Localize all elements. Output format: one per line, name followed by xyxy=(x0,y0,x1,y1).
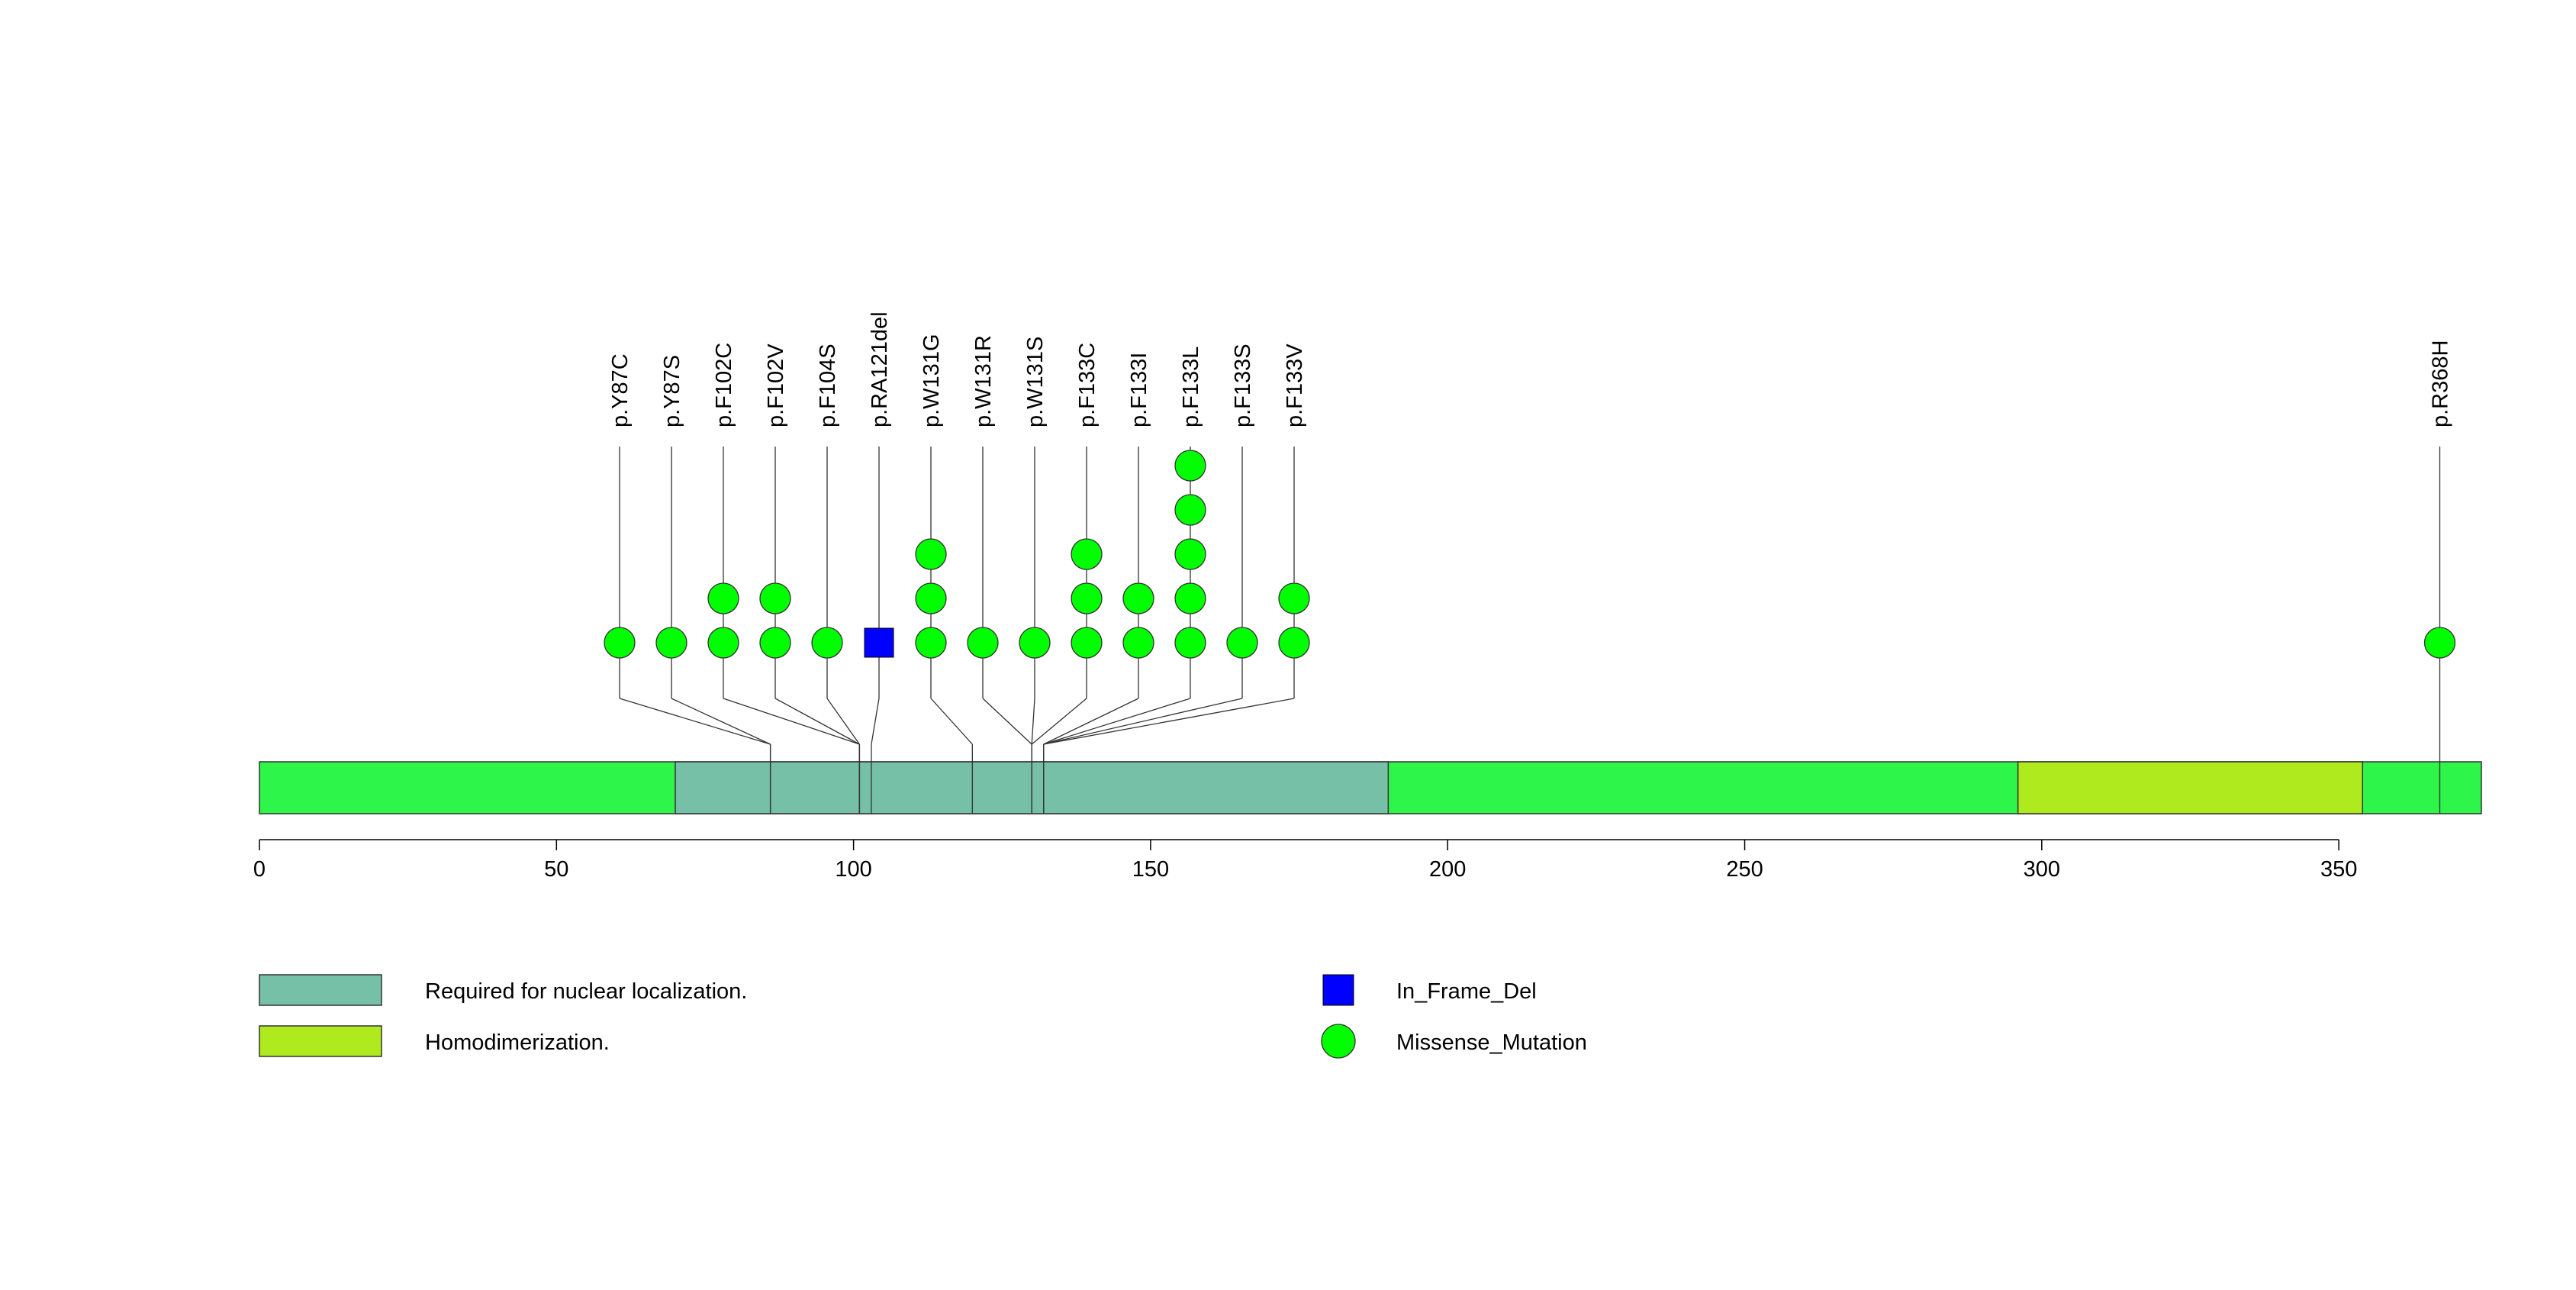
mutation-label: p.F102V xyxy=(764,343,788,427)
missense-marker xyxy=(604,627,636,659)
legend-domain-swatch xyxy=(259,1025,382,1057)
missense-marker xyxy=(1122,627,1154,659)
mutation-label: p.F133C xyxy=(1075,343,1100,427)
x-tick-label: 250 xyxy=(1726,857,1763,882)
legend-mutation-label: In_Frame_Del xyxy=(1396,979,1537,1004)
legend-domain-label: Homodimerization. xyxy=(425,1030,610,1055)
legend: Required for nuclear localization. Homodi… xyxy=(259,974,1587,1059)
missense-marker xyxy=(1226,627,1258,659)
x-axis: 0 50 100 150 200 250 300 350 xyxy=(253,839,2357,882)
mutation-connector xyxy=(774,698,860,745)
mutation-connector xyxy=(1043,698,1191,745)
mutation-label: p.W131R xyxy=(971,335,996,427)
mutation-connector xyxy=(619,698,771,745)
mutation-markers xyxy=(604,450,2456,659)
missense-marker xyxy=(759,582,791,614)
mutation-connector xyxy=(1031,698,1035,745)
in-frame-del-marker xyxy=(864,627,894,658)
missense-marker xyxy=(707,582,739,614)
missense-marker xyxy=(1174,627,1206,659)
mutation-label: p.R368H xyxy=(2428,340,2452,427)
x-tick-label: 300 xyxy=(2024,857,2060,882)
mutation-connector xyxy=(826,698,860,745)
mutation-label: p.F133L xyxy=(1179,347,1203,427)
x-tick-label: 350 xyxy=(2320,857,2357,882)
domain-1 xyxy=(2017,761,2364,814)
mutation-connector xyxy=(982,698,1032,745)
mutation-label: p.F133I xyxy=(1127,353,1151,427)
x-tick-label: 0 xyxy=(253,857,266,882)
missense-marker xyxy=(967,627,999,659)
missense-marker xyxy=(1019,627,1051,659)
mutation-connector xyxy=(930,698,973,745)
mutation-label: p.F133V xyxy=(1283,343,1307,427)
mutation-connector xyxy=(1043,698,1295,745)
missense-marker xyxy=(1278,582,1310,614)
legend-domain-label: Required for nuclear localization. xyxy=(425,979,747,1004)
mutation-label: p.F104S xyxy=(816,343,840,427)
missense-marker xyxy=(1174,538,1206,570)
mutation-label: p.RA121del xyxy=(868,311,892,427)
missense-marker xyxy=(655,627,687,659)
x-tick-label: 200 xyxy=(1429,857,1466,882)
mutation-label: p.Y87S xyxy=(660,355,684,427)
legend-mutation-label: Missense_Mutation xyxy=(1396,1030,1587,1055)
missense-marker xyxy=(1174,450,1206,482)
missense-marker xyxy=(915,627,947,659)
missense-marker xyxy=(1122,582,1154,614)
x-tick-label: 50 xyxy=(544,857,568,882)
missense-marker xyxy=(1174,582,1206,614)
missense-marker xyxy=(759,627,791,659)
legend-domain-swatch xyxy=(259,974,382,1006)
missense-marker xyxy=(707,627,739,659)
mutation-connector xyxy=(723,698,860,745)
legend-in-frame-del-swatch xyxy=(1322,974,1354,1006)
mutation-connector xyxy=(1043,698,1139,745)
protein-backbone-layer xyxy=(259,761,2482,814)
mutation-label: p.F133S xyxy=(1231,343,1255,427)
mutation-connector xyxy=(1031,698,1087,745)
missense-marker xyxy=(2423,627,2456,659)
x-tick-label: 150 xyxy=(1132,857,1169,882)
mutation-labels: p.Y87C p.Y87S p.F102C p.F102V p.F104S p.RA121… xyxy=(608,311,2452,427)
missense-marker xyxy=(915,538,947,570)
legend-missense-swatch xyxy=(1321,1024,1356,1059)
mutation-label: p.W131S xyxy=(1023,337,1048,427)
missense-marker xyxy=(1174,494,1206,526)
mutation-connector xyxy=(1043,698,1243,745)
x-tick-label: 100 xyxy=(835,857,871,882)
mutation-label: p.W131G xyxy=(919,334,944,428)
missense-marker xyxy=(1071,627,1103,659)
missense-marker xyxy=(1071,538,1103,570)
mutation-connector xyxy=(671,698,771,745)
missense-marker xyxy=(1071,582,1103,614)
missense-marker xyxy=(915,582,947,614)
mutation-label: p.F102C xyxy=(712,343,736,427)
mutation-connector xyxy=(871,698,880,745)
missense-marker xyxy=(811,627,843,659)
missense-marker xyxy=(1278,627,1310,659)
mutation-label: p.Y87C xyxy=(608,353,633,427)
